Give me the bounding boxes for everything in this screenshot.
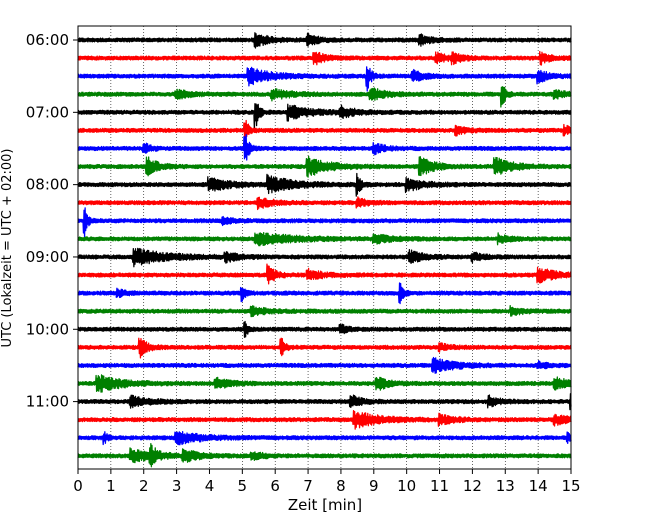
seismic-trace (77, 103, 572, 131)
seismic-trace (77, 232, 572, 247)
x-tick-label: 9 (369, 477, 379, 495)
x-tick-label: 2 (139, 477, 149, 495)
plot-frame (77, 25, 572, 470)
x-tick-label: 3 (172, 477, 182, 495)
seismic-trace (77, 356, 572, 374)
seismic-trace (77, 196, 572, 211)
seismic-trace (77, 32, 572, 49)
seismic-trace (77, 66, 572, 92)
seismic-trace (77, 155, 572, 178)
seismic-trace (77, 442, 572, 468)
seismic-trace (77, 172, 572, 197)
seismic-trace (77, 247, 572, 268)
x-tick-label: 1 (106, 477, 116, 495)
y-tick-label: 08:00 (26, 176, 69, 194)
y-tick-label: 10:00 (26, 320, 69, 338)
y-tick-label: 09:00 (26, 248, 69, 266)
seismic-trace (77, 431, 572, 446)
y-tick-label: 07:00 (26, 103, 69, 121)
x-tick-label: 11 (430, 477, 449, 495)
seismic-trace (77, 374, 572, 393)
x-tick-label: 7 (303, 477, 313, 495)
x-tick-label: 8 (336, 477, 346, 495)
x-tick-label: 13 (496, 477, 515, 495)
seismic-trace (77, 410, 572, 430)
seismic-trace (77, 207, 572, 238)
seismic-trace (77, 337, 572, 359)
trace-layer (77, 32, 572, 468)
grid-layer (110, 26, 539, 469)
y-tick-label: 06:00 (26, 31, 69, 49)
x-axis-label: Zeit [min] (288, 496, 362, 514)
seismic-trace (77, 263, 572, 285)
seismic-trace (77, 393, 572, 411)
seismic-trace (77, 305, 572, 318)
seismic-trace (77, 282, 572, 305)
y-tick-label: 11:00 (26, 393, 69, 411)
x-tick-label: 15 (561, 477, 580, 495)
x-axis: 0 1 2 3 4 5 6 7 8 9 10 11 12 13 14 15 (73, 469, 581, 495)
y-axis-label: UTC (Lokalzeit = UTC + 02:00) (0, 149, 15, 348)
seismic-trace (77, 320, 572, 338)
x-tick-label: 4 (205, 477, 215, 495)
x-tick-label: 14 (529, 477, 548, 495)
x-tick-label: 12 (463, 477, 482, 495)
x-tick-label: 0 (73, 477, 83, 495)
x-tick-label: 6 (270, 477, 280, 495)
seismic-trace (77, 50, 572, 66)
seismic-trace (77, 119, 572, 140)
seismic-trace (77, 134, 572, 161)
x-tick-label: 10 (397, 477, 416, 495)
y-axis: 06:00 07:00 08:00 09:00 10:00 11:00 (26, 31, 78, 411)
x-tick-label: 5 (238, 477, 248, 495)
seismic-trace (77, 86, 572, 108)
